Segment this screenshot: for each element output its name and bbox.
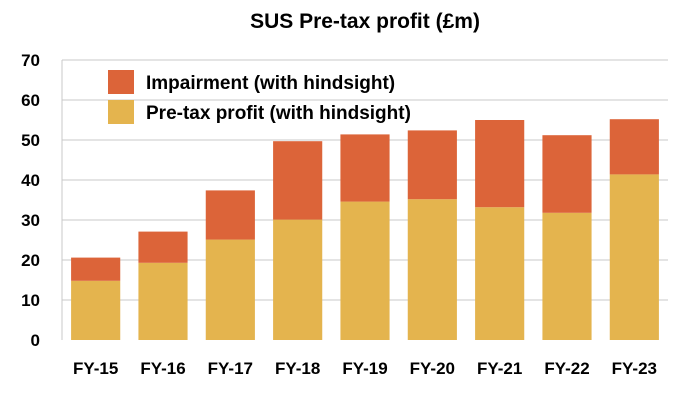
bar-impairment-fy-16 bbox=[138, 231, 188, 263]
x-tick-label: FY-21 bbox=[477, 359, 522, 378]
legend-label-pre-tax-profit: Pre-tax profit (with hindsight) bbox=[146, 103, 411, 124]
bar-pre-tax-profit-fy-21 bbox=[475, 207, 525, 340]
y-tick-label: 20 bbox=[21, 251, 40, 270]
legend-swatch-pre-tax-profit bbox=[108, 100, 134, 124]
bar-impairment-fy-20 bbox=[407, 130, 457, 200]
y-tick-label: 10 bbox=[21, 291, 40, 310]
x-tick-label: FY-15 bbox=[73, 359, 118, 378]
bar-pre-tax-profit-fy-18 bbox=[273, 219, 323, 340]
x-tick-label: FY-23 bbox=[612, 359, 657, 378]
bar-impairment-fy-22 bbox=[542, 135, 592, 213]
legend-label-impairment: Impairment (with hindsight) bbox=[146, 73, 395, 94]
x-tick-label: FY-22 bbox=[544, 359, 589, 378]
bar-impairment-fy-17 bbox=[205, 190, 255, 240]
bar-impairment-fy-18 bbox=[273, 141, 323, 220]
bar-pre-tax-profit-fy-23 bbox=[609, 174, 659, 340]
y-tick-label: 70 bbox=[21, 51, 40, 70]
bar-pre-tax-profit-fy-15 bbox=[71, 280, 121, 340]
y-tick-label: 60 bbox=[21, 91, 40, 110]
y-tick-label: 50 bbox=[21, 131, 40, 150]
x-tick-label: FY-19 bbox=[342, 359, 387, 378]
x-tick-label: FY-16 bbox=[140, 359, 185, 378]
bar-pre-tax-profit-fy-19 bbox=[340, 201, 390, 340]
bar-impairment-fy-15 bbox=[71, 257, 121, 281]
bar-pre-tax-profit-fy-17 bbox=[205, 239, 255, 340]
bar-pre-tax-profit-fy-16 bbox=[138, 262, 188, 340]
y-tick-label: 30 bbox=[21, 211, 40, 230]
bar-impairment-fy-19 bbox=[340, 134, 390, 202]
y-tick-label: 0 bbox=[31, 331, 40, 350]
x-tick-label: FY-20 bbox=[410, 359, 455, 378]
legend: Impairment (with hindsight) Pre-tax profi… bbox=[108, 70, 411, 124]
bar-impairment-fy-21 bbox=[475, 120, 525, 208]
y-tick-label: 40 bbox=[21, 171, 40, 190]
legend-swatch-impairment bbox=[108, 70, 134, 94]
x-tick-label: FY-17 bbox=[208, 359, 253, 378]
chart-title: SUS Pre-tax profit (£m) bbox=[250, 10, 480, 33]
bars bbox=[71, 119, 659, 340]
bar-pre-tax-profit-fy-22 bbox=[542, 212, 592, 340]
axes: 0 10 20 30 40 50 60 70 FY-15 FY-16 FY-17 FY-18 FY-19… bbox=[21, 51, 657, 378]
bar-pre-tax-profit-fy-20 bbox=[407, 199, 457, 340]
bar-impairment-fy-23 bbox=[609, 119, 659, 175]
x-tick-label: FY-18 bbox=[275, 359, 320, 378]
